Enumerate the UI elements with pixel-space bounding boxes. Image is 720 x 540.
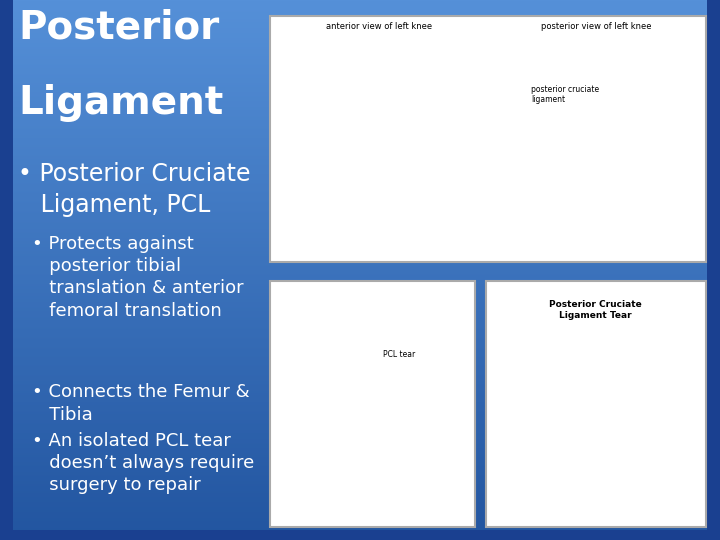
FancyBboxPatch shape [270,16,706,262]
Text: • Posterior Cruciate
   Ligament, PCL: • Posterior Cruciate Ligament, PCL [18,162,251,217]
Text: Posterior Cruciate
Ligament Tear: Posterior Cruciate Ligament Tear [549,300,642,320]
FancyBboxPatch shape [707,0,720,540]
FancyBboxPatch shape [0,0,13,540]
Text: • An isolated PCL tear
   doesn’t always require
   surgery to repair: • An isolated PCL tear doesn’t always re… [32,432,255,495]
Text: anterior view of left knee: anterior view of left knee [326,22,432,31]
FancyBboxPatch shape [270,281,475,526]
FancyBboxPatch shape [0,530,720,540]
Text: Ligament: Ligament [18,84,223,122]
Text: Posterior: Posterior [18,8,220,46]
Text: • Connects the Femur &
   Tibia: • Connects the Femur & Tibia [32,383,250,423]
Text: PCL tear: PCL tear [383,349,415,359]
FancyBboxPatch shape [486,281,706,526]
Text: posterior view of left knee: posterior view of left knee [541,22,652,31]
Text: posterior cruciate
ligament: posterior cruciate ligament [531,85,600,104]
Text: • Protects against
   posterior tibial
   translation & anterior
   femoral tran: • Protects against posterior tibial tran… [32,235,244,320]
